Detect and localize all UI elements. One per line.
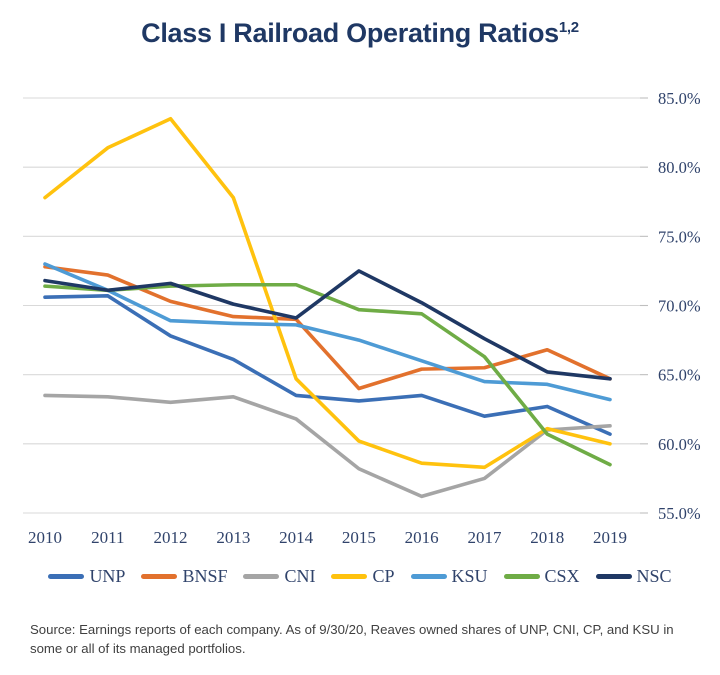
x-axis-tick-label: 2011 [91,528,124,547]
legend-swatch-csx-icon [503,574,540,579]
line-chart-svg: 85.0% 80.0% 75.0% 70.0% 65.0% 60.0% 55.0% 2010… [23,89,701,547]
series-line-unp [43,294,612,436]
legend-item-unp[interactable]: UNP [48,566,125,587]
x-axis-tick-label: 2017 [467,528,502,547]
page-title: Class I Railroad Operating Ratios1,2 [0,18,720,49]
axis-tickmarks [640,97,648,514]
series-line-cni [43,393,612,499]
legend-item-csx[interactable]: CSX [503,566,580,587]
series-line-bnsf [43,264,612,391]
x-axis-tick-label: 2019 [593,528,627,547]
y-axis-tick-label: 85.0% [658,89,701,108]
legend-swatch-unp-icon [48,574,85,579]
legend-item-nsc[interactable]: NSC [595,566,672,587]
legend-item-ksu[interactable]: KSU [410,566,488,587]
chart-legend: UNP BNSF CNI CP KSU CSX NSC [0,566,720,587]
x-axis-tick-label: 2012 [154,528,188,547]
x-axis-tick-label: 2015 [342,528,376,547]
series-line-nsc [43,269,612,381]
legend-swatch-bnsf-icon [141,574,178,579]
x-axis-tick-label: 2018 [530,528,564,547]
x-axis-tick-label: 2014 [279,528,314,547]
gridlines [23,97,640,514]
y-axis-labels: 85.0% 80.0% 75.0% 70.0% 65.0% 60.0% 55.0% [658,89,701,523]
series-line-ksu [43,262,612,402]
legend-item-label: UNP [89,566,126,586]
legend-item-label: BNSF [182,566,228,586]
data-series-lines [43,116,612,499]
chart-title-text: Class I Railroad Operating Ratios [141,18,559,48]
legend-item-label: CSX [544,566,580,586]
legend-item-cp[interactable]: CP [331,566,395,587]
series-line-cp [43,116,612,470]
legend-item-label: KSU [451,566,488,586]
legend-item-bnsf[interactable]: BNSF [141,566,227,587]
footnote-divider [0,608,720,609]
y-axis-tick-label: 55.0% [658,504,701,523]
y-axis-tick-label: 80.0% [658,158,701,177]
legend-item-label: CNI [284,566,316,586]
y-axis-tick-label: 65.0% [658,366,701,385]
y-axis-tick-label: 60.0% [658,435,701,454]
legend-swatch-cni-icon [243,574,280,579]
x-axis-labels: 2010 2011 2012 2013 2014 2015 2016 2017 2018 2019 [28,528,627,547]
y-axis-tick-label: 75.0% [658,227,701,246]
source-footnote: Source: Earnings reports of each company… [30,622,674,657]
legend-item-label: CP [372,566,395,586]
chart-plot-area: 85.0% 80.0% 75.0% 70.0% 65.0% 60.0% 55.0% 2010… [23,89,701,547]
x-axis-tick-label: 2010 [28,528,62,547]
x-axis-tick-label: 2016 [405,528,439,547]
legend-item-label: NSC [636,566,672,586]
legend-swatch-cp-icon [331,574,368,579]
chart-title-footnote-marker: 1,2 [558,19,579,36]
legend-swatch-ksu-icon [410,574,447,579]
legend-swatch-nsc-icon [595,574,632,579]
y-axis-tick-label: 70.0% [658,297,701,316]
x-axis-tick-label: 2013 [216,528,250,547]
legend-item-cni[interactable]: CNI [243,566,315,587]
